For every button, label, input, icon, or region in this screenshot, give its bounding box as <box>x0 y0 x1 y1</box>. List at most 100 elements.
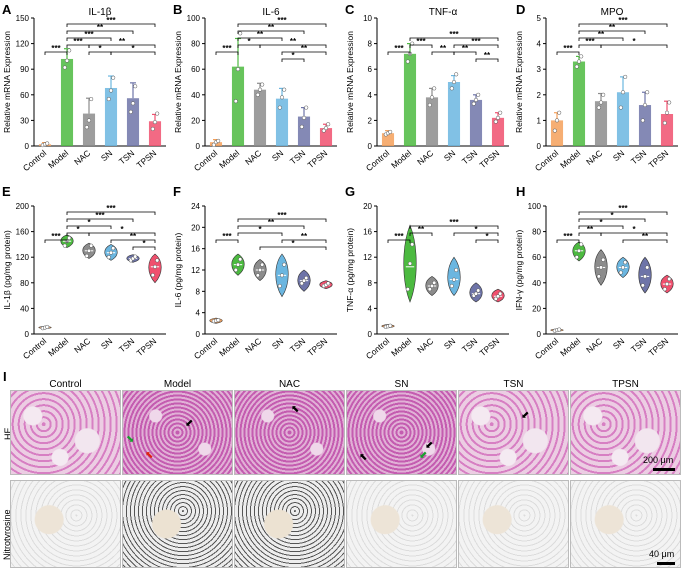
x-tick-label: TPSN <box>646 336 670 358</box>
data-point <box>304 105 309 110</box>
significance-label: ** <box>268 23 275 32</box>
y-tick-label: 20 <box>532 304 541 313</box>
significance-bracket <box>578 23 668 27</box>
data-point <box>498 110 503 115</box>
significance-bracket <box>237 225 305 229</box>
significance-label: * <box>610 211 614 220</box>
data-point <box>150 126 155 131</box>
significance-label: *** <box>95 211 105 220</box>
significance-bracket <box>453 232 499 236</box>
data-point <box>260 262 265 267</box>
panel-label-H: H <box>516 184 525 199</box>
y-tick-label: 0 <box>196 142 201 151</box>
y-axis-label: IFN-γ (pg/mg protein) <box>514 229 524 310</box>
significance-label: ** <box>130 232 137 241</box>
y-axis-label: Relative mRNA Expression <box>2 31 12 133</box>
y-tick-label: 8 <box>368 279 373 288</box>
col-header-tsn: TSN <box>503 379 524 390</box>
arrow-black-icon: ⬉ <box>291 404 300 415</box>
y-tick-label: 4 <box>537 40 542 49</box>
significance-bracket <box>409 225 499 229</box>
data-point <box>620 90 626 95</box>
data-point <box>662 120 667 126</box>
data-point <box>642 102 648 108</box>
data-point <box>579 242 584 247</box>
x-tick-label: Control <box>192 148 220 173</box>
significance-label: * <box>291 239 295 248</box>
x-tick-label: SN <box>442 336 457 351</box>
data-point <box>554 118 560 123</box>
significance-bracket <box>66 225 112 229</box>
panel-label-A: A <box>2 2 12 17</box>
x-tick-label: TSN <box>117 336 136 355</box>
y-tick-label: 4 <box>368 304 373 313</box>
significance-bracket <box>132 246 156 250</box>
significance-bracket <box>453 44 499 48</box>
data-point <box>432 280 437 285</box>
chart-title: MPO <box>601 7 624 18</box>
significance-label: ** <box>257 30 264 39</box>
significance-label: *** <box>618 16 628 25</box>
significance-bracket <box>66 218 134 222</box>
data-point <box>576 59 582 64</box>
x-tick-label: Model <box>46 336 70 359</box>
x-tick-label: TPSN <box>305 148 329 170</box>
significance-bracket <box>409 232 433 236</box>
significance-label: *** <box>563 44 573 53</box>
data-point <box>277 283 282 289</box>
significance-bracket <box>44 51 68 55</box>
x-tick-label: TPSN <box>477 336 501 358</box>
col-header-control: Control <box>49 379 82 390</box>
data-point <box>451 79 457 85</box>
x-tick-label: TSN <box>460 148 479 167</box>
significance-label: *** <box>73 37 83 46</box>
bar <box>148 121 162 146</box>
significance-label: *** <box>277 211 287 220</box>
data-point <box>552 128 557 133</box>
panel-label-I: I <box>3 369 7 384</box>
y-tick-label: 0 <box>537 330 542 339</box>
data-point <box>326 122 331 127</box>
data-point <box>579 54 584 59</box>
y-tick-label: 90 <box>20 65 29 74</box>
data-point <box>410 242 415 247</box>
panel-label-D: D <box>516 2 525 17</box>
data-point <box>238 257 243 262</box>
scale-bar-nt <box>657 562 675 565</box>
y-axis-label: Relative mRNA Expression <box>514 31 524 133</box>
significance-label: ** <box>119 37 126 46</box>
significance-label: * <box>632 37 636 46</box>
x-tick-label: NAC <box>72 148 92 167</box>
x-tick-label: NAC <box>243 336 263 355</box>
x-tick-label: SN <box>270 148 285 163</box>
significance-label: ** <box>97 23 104 32</box>
nt-image-tpsn: 40 μm <box>570 480 681 568</box>
y-tick-label: 60 <box>20 91 29 100</box>
data-point <box>574 64 579 69</box>
x-tick-label: TSN <box>629 148 648 167</box>
bar <box>572 61 586 146</box>
x-tick-label: Model <box>217 148 241 171</box>
y-tick-label: 16 <box>191 245 200 254</box>
significance-bracket <box>475 239 499 243</box>
data-point <box>67 48 72 53</box>
significance-bracket <box>88 51 112 55</box>
data-point <box>471 101 476 106</box>
x-tick-label: Model <box>389 148 413 171</box>
x-tick-label: TSN <box>460 336 479 355</box>
x-tick-label: SN <box>611 148 626 163</box>
he-image-tpsn: 200 μm <box>570 390 681 475</box>
data-point <box>89 243 94 248</box>
data-point <box>476 92 481 97</box>
significance-bracket <box>578 225 624 229</box>
data-point <box>235 67 241 72</box>
x-tick-label: Model <box>217 336 241 359</box>
nt-image-tsn <box>458 480 569 568</box>
significance-label: ** <box>462 44 469 53</box>
significance-bracket <box>281 239 327 243</box>
data-point <box>133 254 138 259</box>
data-point <box>667 100 672 105</box>
significance-bracket <box>556 239 580 243</box>
significance-bracket <box>600 44 668 48</box>
data-point <box>429 95 435 100</box>
